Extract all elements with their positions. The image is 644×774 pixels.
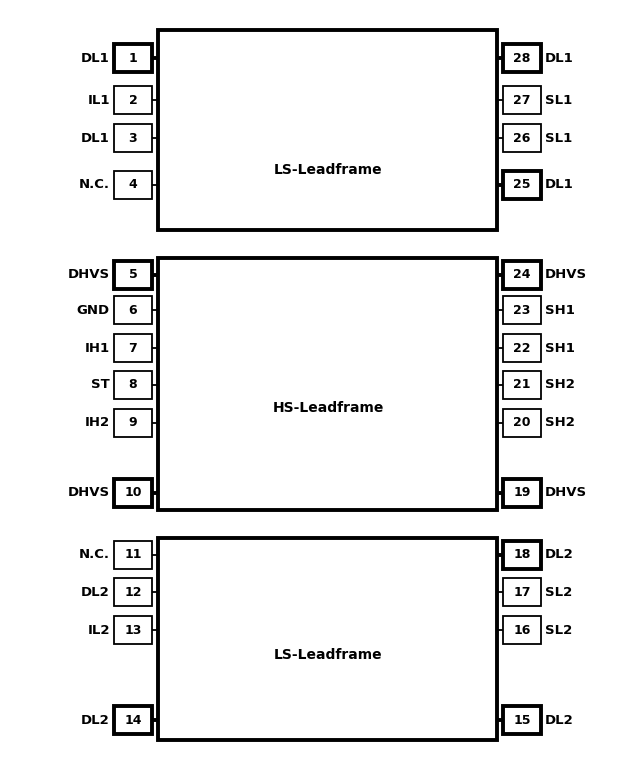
Bar [503, 261, 541, 289]
Text: IL2: IL2 [88, 624, 110, 636]
Bar [114, 334, 152, 362]
Text: 20: 20 [513, 416, 531, 430]
Text: 3: 3 [129, 132, 137, 145]
Text: 10: 10 [124, 487, 142, 499]
Bar [114, 479, 152, 507]
Text: 12: 12 [124, 585, 142, 598]
Text: DL1: DL1 [545, 179, 574, 191]
Bar [503, 44, 541, 72]
Text: 25: 25 [513, 179, 531, 191]
Bar [503, 578, 541, 606]
Text: DL1: DL1 [545, 52, 574, 64]
Text: 5: 5 [129, 269, 137, 282]
Text: 13: 13 [124, 624, 142, 636]
Text: SH1: SH1 [545, 303, 575, 317]
Text: 27: 27 [513, 94, 531, 107]
Text: SH1: SH1 [545, 341, 575, 354]
Bar [503, 124, 541, 152]
Text: DL2: DL2 [545, 714, 574, 727]
Text: LS-Leadframe: LS-Leadframe [274, 648, 383, 662]
Bar [158, 538, 497, 740]
Bar [503, 334, 541, 362]
Text: DL1: DL1 [81, 132, 110, 145]
Text: SL2: SL2 [545, 585, 573, 598]
Bar [114, 86, 152, 114]
Text: 15: 15 [513, 714, 531, 727]
Text: SL2: SL2 [545, 624, 573, 636]
Text: 18: 18 [513, 549, 531, 561]
Bar [114, 541, 152, 569]
Bar [114, 371, 152, 399]
Text: SL1: SL1 [545, 94, 573, 107]
Text: 6: 6 [129, 303, 137, 317]
Text: DL2: DL2 [545, 549, 574, 561]
Text: SL1: SL1 [545, 132, 573, 145]
Text: DHVS: DHVS [545, 269, 587, 282]
Text: DHVS: DHVS [68, 269, 110, 282]
Text: SH2: SH2 [545, 378, 575, 392]
Text: 19: 19 [513, 487, 531, 499]
Text: 4: 4 [129, 179, 137, 191]
Text: LS-Leadframe: LS-Leadframe [274, 163, 383, 177]
Bar [503, 616, 541, 644]
Bar [503, 706, 541, 734]
Bar [503, 541, 541, 569]
Bar [114, 171, 152, 199]
Bar [503, 371, 541, 399]
Text: HS-Leadframe: HS-Leadframe [272, 401, 384, 415]
Text: DL1: DL1 [81, 52, 110, 64]
Bar [158, 30, 497, 230]
Text: DHVS: DHVS [68, 487, 110, 499]
Text: N.C.: N.C. [79, 179, 110, 191]
Text: GND: GND [77, 303, 110, 317]
Text: 8: 8 [129, 378, 137, 392]
Text: IH1: IH1 [85, 341, 110, 354]
Bar [503, 86, 541, 114]
Text: DL2: DL2 [81, 585, 110, 598]
Text: 14: 14 [124, 714, 142, 727]
Text: 23: 23 [513, 303, 531, 317]
Bar [158, 258, 497, 510]
Bar [114, 616, 152, 644]
Text: 16: 16 [513, 624, 531, 636]
Text: 21: 21 [513, 378, 531, 392]
Bar [114, 261, 152, 289]
Bar [114, 578, 152, 606]
Bar [114, 706, 152, 734]
Text: 24: 24 [513, 269, 531, 282]
Bar [503, 479, 541, 507]
Text: IL1: IL1 [88, 94, 110, 107]
Text: 11: 11 [124, 549, 142, 561]
Bar [114, 44, 152, 72]
Bar [503, 171, 541, 199]
Text: 1: 1 [129, 52, 137, 64]
Text: 28: 28 [513, 52, 531, 64]
Text: 26: 26 [513, 132, 531, 145]
Bar [114, 409, 152, 437]
Text: N.C.: N.C. [79, 549, 110, 561]
Text: SH2: SH2 [545, 416, 575, 430]
Text: 2: 2 [129, 94, 137, 107]
Bar [503, 409, 541, 437]
Text: DL2: DL2 [81, 714, 110, 727]
Text: 22: 22 [513, 341, 531, 354]
Text: ST: ST [91, 378, 110, 392]
Bar [114, 296, 152, 324]
Bar [503, 296, 541, 324]
Text: IH2: IH2 [85, 416, 110, 430]
Text: 9: 9 [129, 416, 137, 430]
Text: 17: 17 [513, 585, 531, 598]
Bar [114, 124, 152, 152]
Text: 7: 7 [129, 341, 137, 354]
Text: DHVS: DHVS [545, 487, 587, 499]
